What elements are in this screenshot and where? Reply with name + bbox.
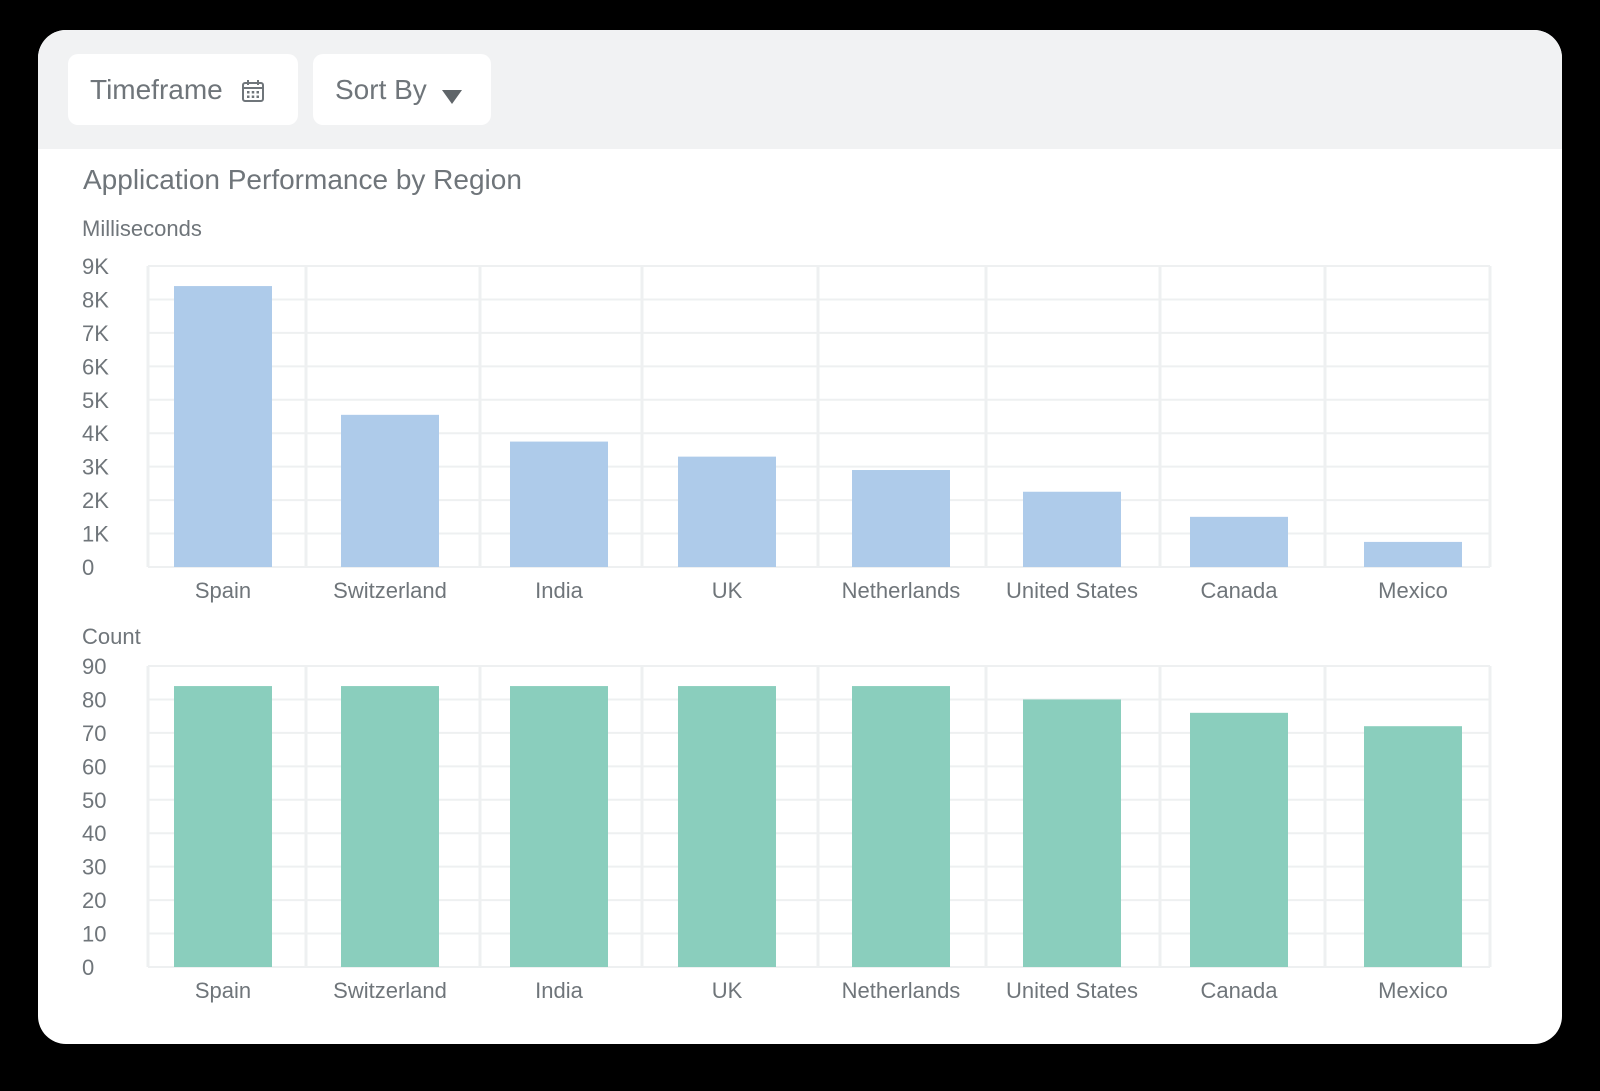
count-bar bbox=[1190, 712, 1288, 967]
count-x-tick-label: Mexico bbox=[1378, 978, 1448, 1003]
count-x-tick-label: Canada bbox=[1200, 978, 1278, 1003]
ms-x-tick-label: Netherlands bbox=[842, 578, 961, 603]
charts-area: 0 1K 2K 3K 4K 5K 6K 7K 8K 9K Milliseconds Spain Swit… bbox=[82, 216, 1492, 1003]
count-bar bbox=[341, 686, 439, 967]
ms-y-tick-label: 0 bbox=[82, 555, 94, 580]
count-x-tick-label: Netherlands bbox=[842, 978, 961, 1003]
count-y-tick-label: 90 bbox=[82, 654, 106, 679]
count-bar bbox=[1364, 726, 1462, 967]
ms-y-tick-label: 4K bbox=[82, 421, 109, 446]
count-bar bbox=[678, 686, 776, 967]
count-bar bbox=[1023, 699, 1121, 967]
ms-x-tick-label: India bbox=[535, 578, 583, 603]
count-y-tick-label: 30 bbox=[82, 855, 106, 880]
count-y-tick-label: 60 bbox=[82, 754, 106, 779]
count-x-tick-label: UK bbox=[712, 978, 743, 1003]
calendar-icon bbox=[241, 78, 265, 102]
count-x-tick-label: Spain bbox=[195, 978, 251, 1003]
count-y-tick-label: 0 bbox=[82, 955, 94, 980]
ms-bar bbox=[1190, 516, 1288, 567]
ms-x-tick-label: Canada bbox=[1200, 578, 1278, 603]
count-y-tick-label: 70 bbox=[82, 721, 106, 746]
ms-y-tick-label: 3K bbox=[82, 455, 109, 480]
count-y-tick-label: 80 bbox=[82, 687, 106, 712]
ms-bar bbox=[1023, 491, 1121, 567]
ms-bar bbox=[1364, 541, 1462, 567]
count-bar bbox=[510, 686, 608, 967]
count-bar bbox=[852, 686, 950, 967]
sort-by-label: Sort By bbox=[335, 73, 427, 105]
count-y-tick-label: 40 bbox=[82, 821, 106, 846]
count-y-tick-label: 50 bbox=[82, 788, 106, 813]
ms-x-tick-label: UK bbox=[712, 578, 743, 603]
count-x-tick-label: United States bbox=[1006, 978, 1138, 1003]
count-bar bbox=[174, 686, 272, 967]
ms-x-tick-label: Mexico bbox=[1378, 578, 1448, 603]
dashboard-card: Timeframe Sort By bbox=[38, 30, 1562, 1044]
ms-bar bbox=[341, 414, 439, 567]
chart-title: Application Performance by Region bbox=[83, 164, 522, 195]
count-y-axis-label: Count bbox=[82, 624, 141, 649]
count-x-tick-label: Switzerland bbox=[333, 978, 447, 1003]
ms-x-tick-label: Switzerland bbox=[333, 578, 447, 603]
ms-x-tick-label: United States bbox=[1006, 578, 1138, 603]
timeframe-button[interactable]: Timeframe bbox=[68, 54, 298, 125]
ms-y-tick-label: 6K bbox=[82, 354, 109, 379]
ms-y-tick-label: 1K bbox=[82, 522, 109, 547]
ms-y-tick-label: 9K bbox=[82, 254, 109, 279]
count-x-tick-label: India bbox=[535, 978, 583, 1003]
ms-bar bbox=[510, 441, 608, 567]
ms-y-tick-label: 2K bbox=[82, 488, 109, 513]
ms-y-tick-label: 8K bbox=[82, 287, 109, 312]
ms-y-tick-label: 7K bbox=[82, 321, 109, 346]
triangle-down-icon bbox=[441, 81, 463, 104]
count-y-tick-label: 20 bbox=[82, 888, 106, 913]
ms-y-axis-label: Milliseconds bbox=[82, 216, 202, 241]
toolbar: Timeframe Sort By bbox=[38, 30, 1562, 149]
ms-bar bbox=[678, 456, 776, 567]
ms-y-tick-label: 5K bbox=[82, 388, 109, 413]
ms-x-tick-label: Spain bbox=[195, 578, 251, 603]
ms-bar bbox=[174, 286, 272, 567]
sort-by-dropdown[interactable]: Sort By bbox=[313, 54, 491, 125]
timeframe-label: Timeframe bbox=[90, 73, 223, 105]
count-y-tick-label: 10 bbox=[82, 922, 106, 947]
ms-bar bbox=[852, 470, 950, 567]
